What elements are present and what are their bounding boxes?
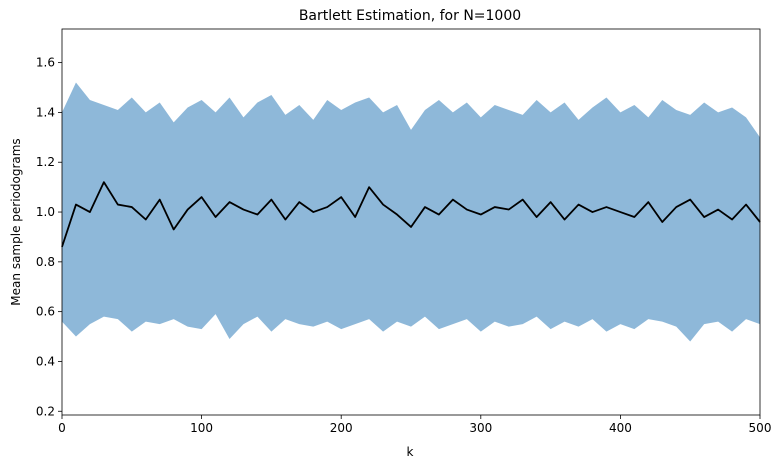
y-tick-label: 0.4 [36, 354, 55, 368]
y-tick-label: 0.2 [36, 404, 55, 418]
y-tick-label: 1.2 [36, 155, 55, 169]
y-tick-label: 1.4 [36, 105, 55, 119]
x-axis-label: k [407, 445, 414, 459]
plot-area [61, 82, 761, 342]
y-tick-label: 0.8 [36, 255, 55, 269]
y-axis: 0.2 0.4 0.6 0.8 1.0 1.2 1.4 1.6 [36, 56, 62, 418]
x-axis: 0 100 200 300 400 500 [58, 415, 771, 435]
y-tick-label: 1.6 [36, 56, 55, 70]
series-line [61, 181, 761, 248]
x-tick-label: 200 [330, 421, 353, 435]
chart-title: Bartlett Estimation, for N=1000 [299, 8, 521, 24]
y-tick-label: 1.0 [36, 205, 55, 219]
series-band [62, 82, 760, 342]
x-tick-label: 300 [469, 421, 492, 435]
x-tick-label: 400 [609, 421, 632, 435]
y-tick-label: 0.6 [36, 305, 55, 319]
x-tick-label: 500 [749, 421, 772, 435]
axes-frame [61, 28, 761, 416]
x-tick-label: 100 [190, 421, 213, 435]
y-axis-label: Mean sample periodograms [9, 138, 23, 305]
x-tick-label: 0 [58, 421, 66, 435]
